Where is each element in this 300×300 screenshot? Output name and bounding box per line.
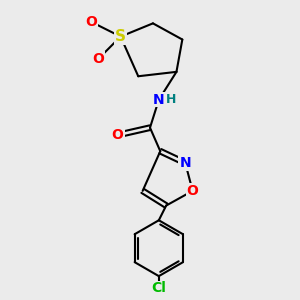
Text: O: O [187, 184, 199, 198]
Text: N: N [153, 93, 165, 107]
Text: O: O [93, 52, 104, 66]
Text: H: H [166, 93, 176, 106]
Text: O: O [85, 15, 97, 29]
Text: S: S [115, 29, 126, 44]
Text: Cl: Cl [152, 281, 166, 296]
Text: O: O [112, 128, 124, 142]
Text: N: N [179, 156, 191, 170]
